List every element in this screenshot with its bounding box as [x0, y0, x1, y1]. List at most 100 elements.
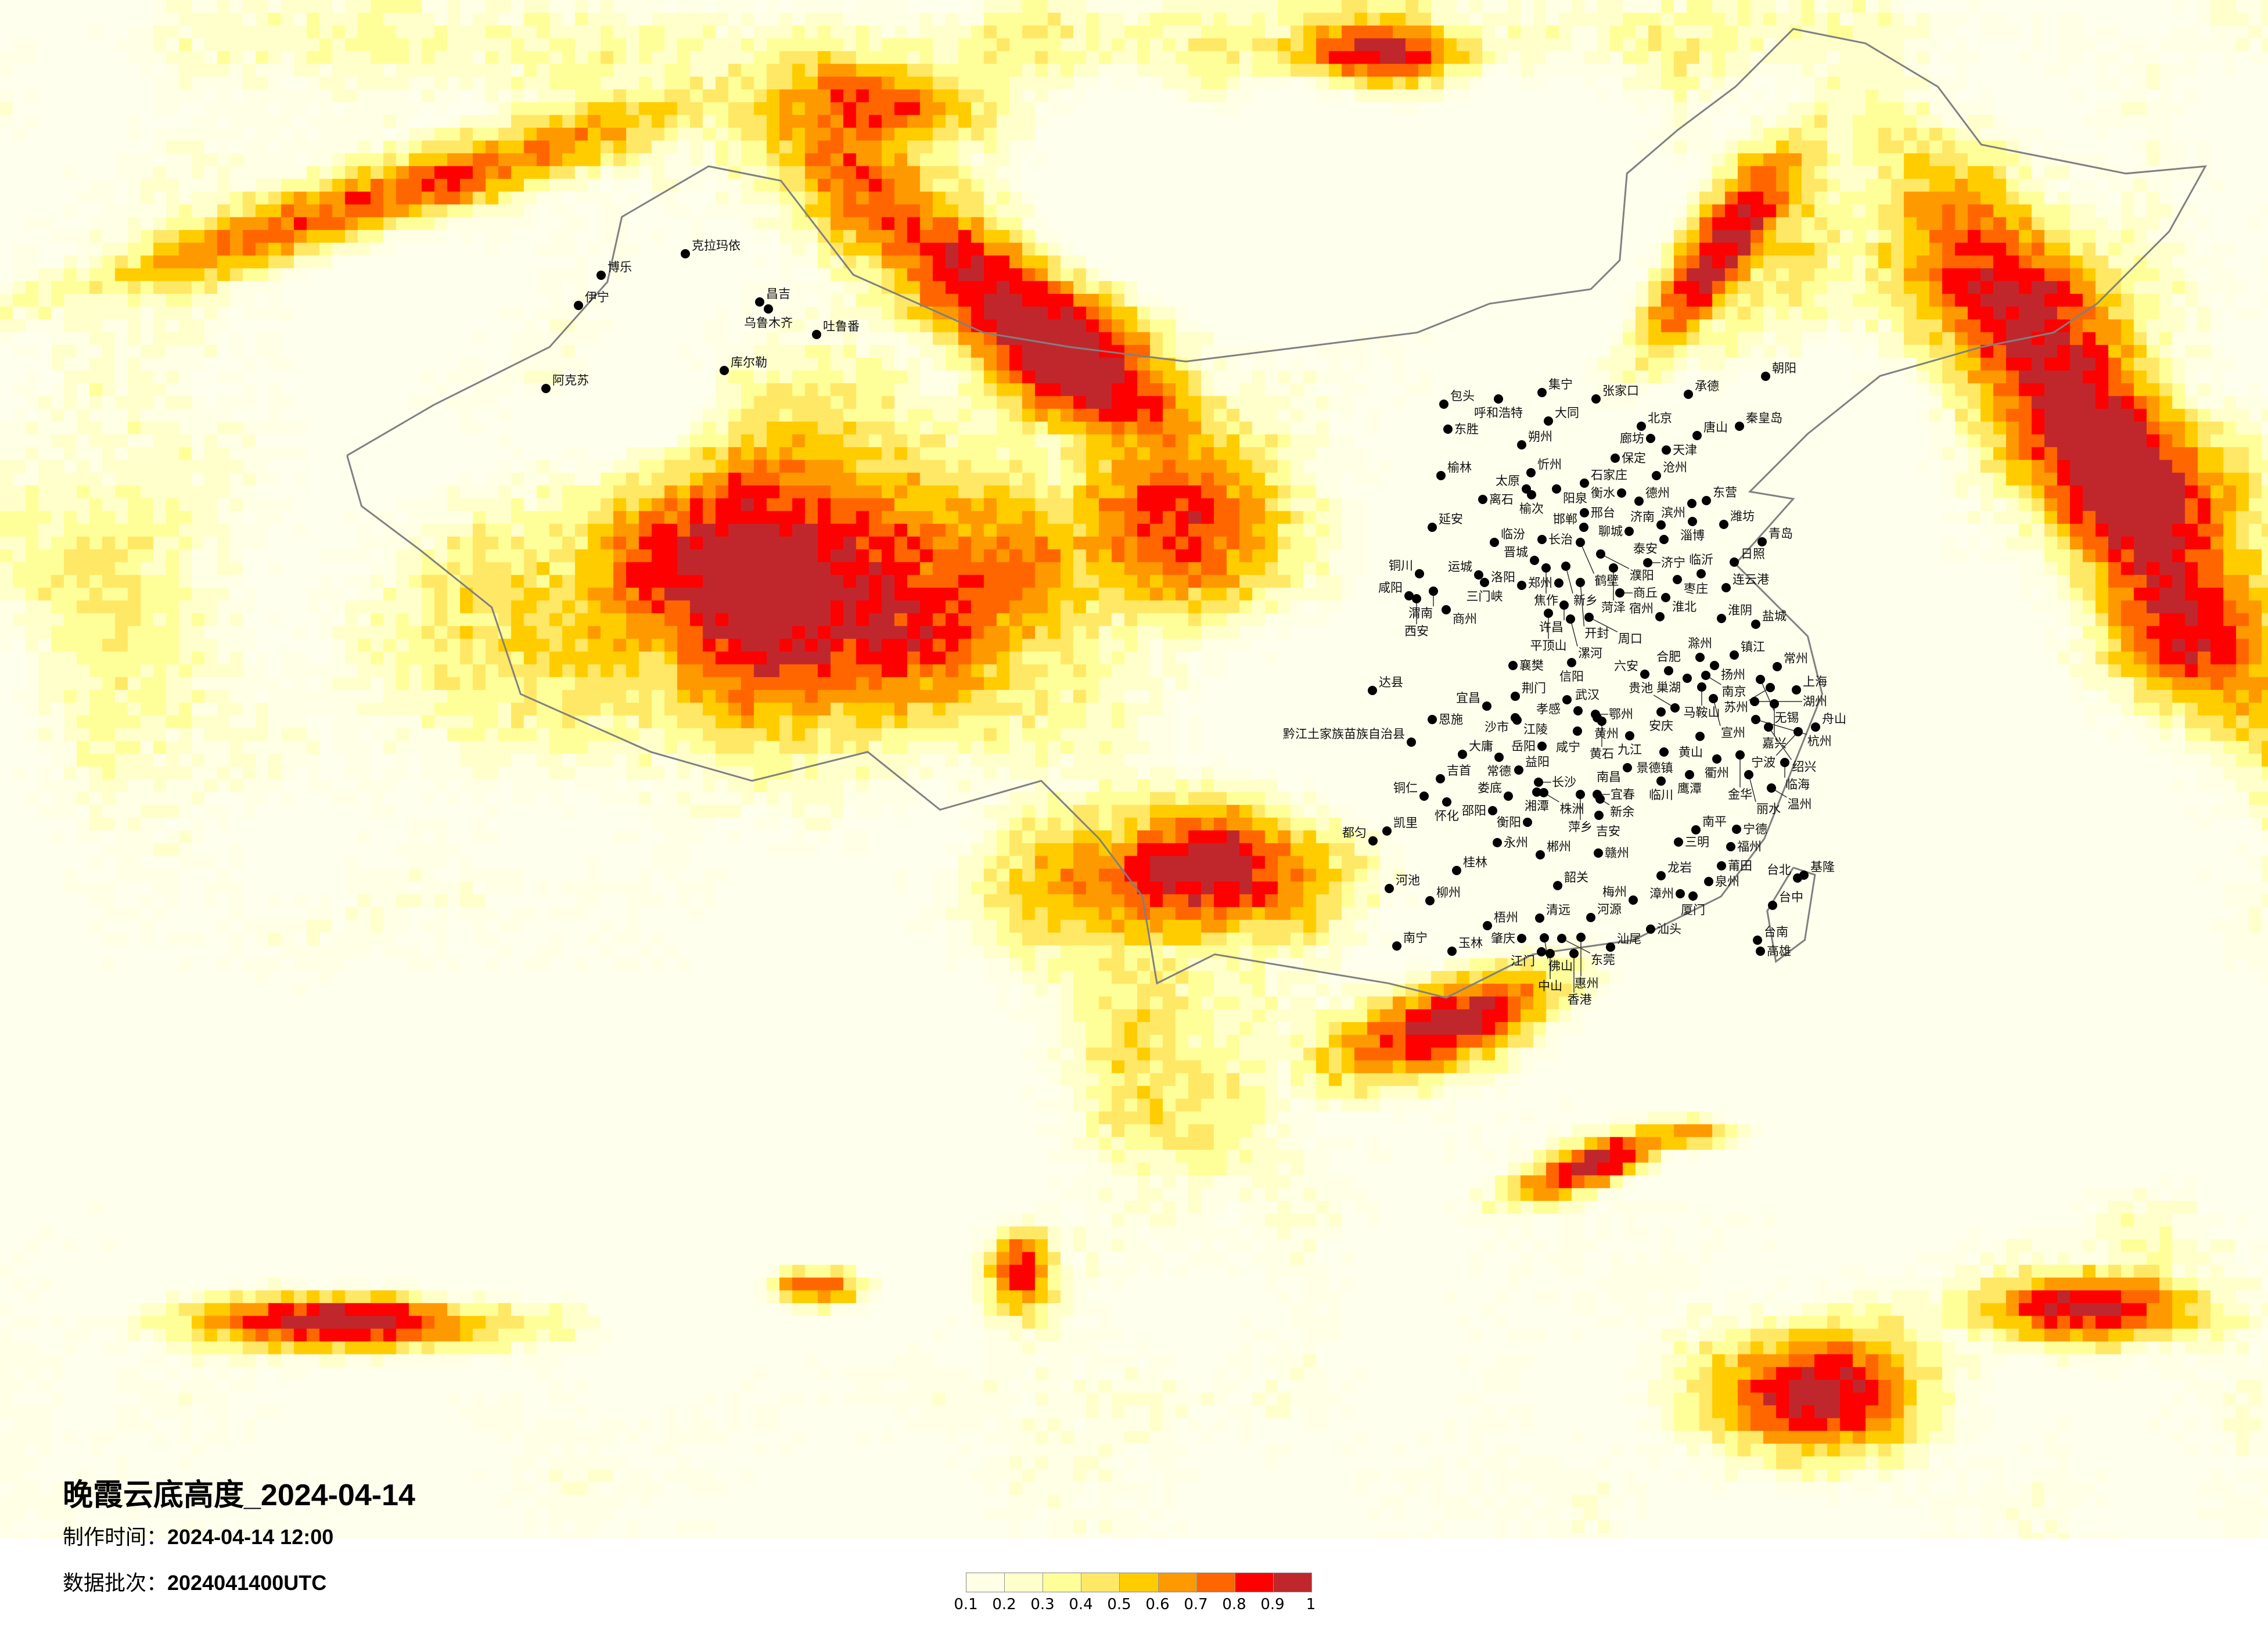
city-marker: 香港 — [1568, 949, 1592, 1006]
city-label: 开封 — [1584, 626, 1609, 640]
production-time: 制作时间：2024-04-14 12:00 — [63, 1520, 333, 1551]
city-marker: 合肥 — [1656, 650, 1681, 675]
city-dot — [720, 366, 729, 375]
label-leader-line — [1600, 553, 1630, 569]
city-dot — [1750, 697, 1759, 706]
city-label: 黄石 — [1590, 747, 1614, 761]
city-label: 金华 — [1728, 787, 1752, 801]
city-marker: 衢州 — [1705, 754, 1729, 780]
colorbar-tick-label: 0.8 — [1222, 1596, 1246, 1613]
colorbar-tick-label: 1 — [1306, 1596, 1316, 1613]
city-marker: 苏州 — [1724, 683, 1775, 714]
city-label: 朝阳 — [1772, 361, 1796, 375]
city-marker: 铜川 — [1389, 559, 1424, 578]
city-marker: 龙岩 — [1656, 861, 1692, 880]
city-label: 台中 — [1779, 890, 1803, 904]
city-label: 临海 — [1785, 778, 1810, 792]
city-dot — [1730, 650, 1739, 660]
city-marker: 呼和浩特 — [1474, 394, 1523, 420]
city-label: 临沂 — [1689, 553, 1713, 567]
city-label: 黄山 — [1678, 746, 1703, 760]
city-marker: 襄樊 — [1508, 659, 1544, 672]
city-dot — [1508, 661, 1518, 670]
city-marker: 三门峡 — [1467, 578, 1503, 603]
city-label: 东营 — [1713, 485, 1737, 499]
city-marker: 宜春 — [1593, 787, 1635, 801]
city-label: 安庆 — [1649, 719, 1673, 733]
city-label: 常德 — [1487, 764, 1511, 778]
city-label: 晋城 — [1504, 545, 1528, 559]
city-marker: 咸阳 — [1378, 581, 1414, 600]
city-label: 秦皇岛 — [1746, 411, 1782, 425]
city-dot — [1488, 806, 1497, 815]
city-label: 新余 — [1610, 805, 1634, 819]
city-label: 宜昌 — [1456, 691, 1480, 705]
city-marker: 天津 — [1662, 443, 1697, 457]
map-title: 晚霞云底高度_2024-04-14 — [63, 1478, 415, 1512]
city-marker: 宣州 — [1709, 694, 1745, 740]
city-label: 运城 — [1448, 560, 1472, 574]
city-marker: 景德镇 — [1637, 747, 1673, 775]
city-label: 香港 — [1568, 992, 1592, 1006]
city-dot — [1490, 538, 1499, 547]
city-marker: 临川 — [1649, 776, 1673, 802]
city-marker: 青岛 — [1757, 527, 1793, 546]
city-label: 漳州 — [1649, 887, 1674, 901]
city-label: 保定 — [1622, 451, 1646, 465]
city-marker: 黄石 — [1590, 717, 1614, 761]
city-marker: 梅州 — [1602, 885, 1638, 905]
city-marker: 永州 — [1493, 836, 1528, 850]
city-label: 江陵 — [1523, 722, 1548, 736]
city-marker: 漳州 — [1649, 887, 1685, 901]
city-label: 常州 — [1784, 652, 1808, 665]
city-dot — [1756, 947, 1765, 956]
city-label: 呼和浩特 — [1474, 406, 1523, 420]
city-label: 玉林 — [1458, 936, 1483, 950]
label-leader-line — [1588, 617, 1618, 632]
city-dot — [1517, 934, 1526, 943]
city-marker: 张家口 — [1591, 384, 1639, 404]
city-label: 东莞 — [1591, 953, 1615, 967]
city-label: 台北 — [1767, 863, 1791, 877]
city-dot — [755, 297, 764, 307]
city-label: 益阳 — [1525, 755, 1550, 769]
city-marker: 东莞 — [1557, 934, 1615, 967]
colorbar-swatch — [966, 1573, 1005, 1592]
city-label: 朔州 — [1528, 430, 1552, 444]
city-dot — [1428, 523, 1437, 532]
city-marker: 九江 — [1618, 731, 1642, 757]
city-dot — [1494, 753, 1504, 762]
city-label: 福州 — [1737, 840, 1762, 854]
city-dot — [1709, 694, 1718, 703]
city-label: 江门 — [1511, 954, 1535, 968]
city-dot — [1368, 686, 1377, 695]
city-marker: 三明 — [1674, 835, 1709, 849]
city-marker: 淮北 — [1661, 593, 1696, 614]
city-label: 乌鲁木齐 — [744, 316, 793, 330]
city-marker: 柳州 — [1425, 886, 1461, 905]
city-label: 滨州 — [1661, 506, 1685, 520]
city-dot — [1458, 750, 1467, 759]
city-label: 镇江 — [1741, 640, 1765, 654]
city-marker: 滨州 — [1661, 499, 1696, 520]
city-dot — [1656, 520, 1666, 530]
production-time-value: 2024-04-14 12:00 — [167, 1525, 334, 1549]
city-marker: 淮阴 — [1717, 603, 1752, 623]
city-dot — [1656, 776, 1666, 786]
city-dot — [1683, 674, 1692, 683]
city-marker: 杭州 — [1751, 715, 1832, 749]
city-marker: 博乐 — [596, 260, 632, 280]
city-marker: 周口 — [1584, 613, 1642, 646]
city-label: 岳阳 — [1511, 739, 1536, 753]
city-marker: 吉安 — [1594, 811, 1620, 839]
colorbar-tick-label: 0.4 — [1069, 1596, 1093, 1613]
city-marker: 岳阳 — [1511, 739, 1547, 753]
city-label: 淮阴 — [1728, 603, 1752, 617]
city-dot — [1780, 758, 1789, 767]
city-marker: 连云港 — [1721, 573, 1769, 592]
city-marker: 无锡 — [1756, 675, 1799, 725]
city-label: 三门峡 — [1467, 589, 1503, 603]
city-dot — [1792, 685, 1801, 695]
city-marker: 滁州 — [1688, 636, 1712, 662]
